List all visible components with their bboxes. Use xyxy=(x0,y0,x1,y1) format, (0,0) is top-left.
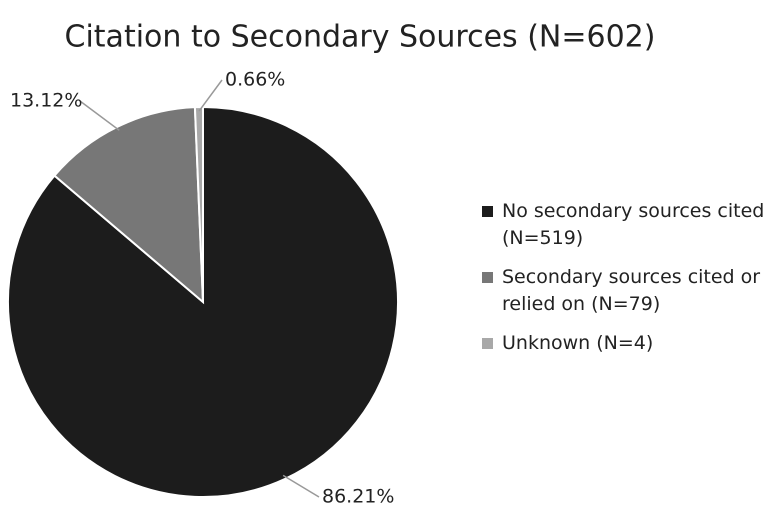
legend-swatch xyxy=(482,338,493,349)
legend-swatch xyxy=(482,206,493,217)
data-label: 86.21% xyxy=(322,486,394,508)
legend-label: Unknown (N=4) xyxy=(502,332,654,354)
data-label: 0.66% xyxy=(225,69,285,91)
data-label: 13.12% xyxy=(10,90,82,112)
legend: No secondary sources cited (N=519) Second… xyxy=(482,198,770,369)
legend-label: Secondary sources cited or relied on (N=… xyxy=(502,266,761,315)
leader-line xyxy=(282,474,320,498)
pie-slice xyxy=(53,106,205,305)
legend-label: No secondary sources cited (N=519) xyxy=(502,200,765,249)
legend-item: No secondary sources cited (N=519) xyxy=(482,198,770,252)
legend-swatch xyxy=(482,272,493,283)
legend-item: Unknown (N=4) xyxy=(482,330,770,357)
leader-line xyxy=(198,79,223,112)
legend-item: Secondary sources cited or relied on (N=… xyxy=(482,264,770,318)
chart-title: Citation to Secondary Sources (N=602) xyxy=(65,20,656,55)
leader-line xyxy=(79,100,120,131)
pie-slice xyxy=(193,105,204,303)
